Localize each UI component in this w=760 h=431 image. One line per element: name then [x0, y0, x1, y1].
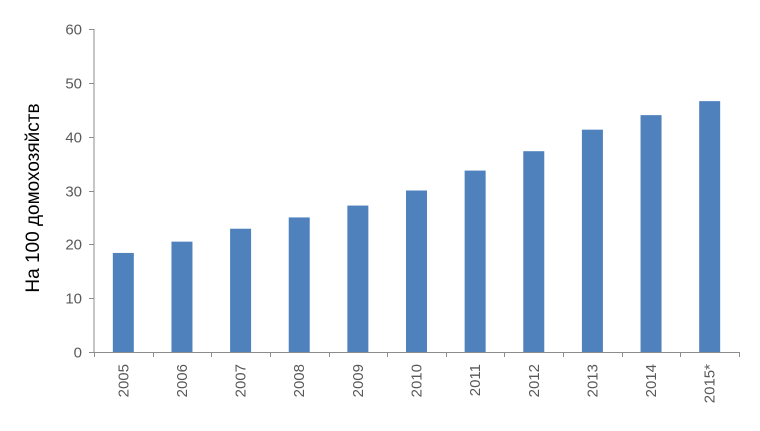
bar-2012	[523, 151, 545, 352]
bar-2015-star	[699, 101, 721, 353]
x-tick-label: 2005	[115, 364, 132, 397]
x-tick-label: 2007	[233, 364, 250, 397]
x-tick-label: 2009	[350, 364, 367, 397]
y-tick-label: 40	[65, 130, 82, 147]
bar-2008	[288, 217, 310, 352]
x-tick-label: 2011	[467, 364, 484, 396]
bar-2013	[581, 129, 603, 352]
y-tick-label: 10	[65, 291, 82, 308]
bars	[112, 101, 721, 353]
x-tick-label: 2013	[584, 364, 601, 397]
bar-2009	[347, 205, 369, 352]
y-tick-label: 50	[65, 76, 82, 93]
y-axis: 0 10 20 30 40 50 60	[65, 22, 95, 362]
y-tick-label: 20	[65, 237, 82, 254]
x-axis: 2005 2006 2007 2008 2009 2010 2011 2012 2013 2014…	[94, 352, 740, 403]
bar-2010	[406, 190, 427, 352]
x-tick-label: 2010	[409, 364, 426, 397]
x-tick-label: 2012	[526, 364, 543, 397]
x-tick-label: 2006	[174, 364, 191, 397]
bar-2005	[112, 252, 134, 352]
x-tick-label: 2015*	[702, 364, 719, 403]
y-tick-label: 0	[74, 345, 82, 362]
x-tick-label: 2014	[643, 364, 660, 397]
bar-2006	[171, 241, 193, 352]
y-tick-label: 60	[65, 22, 82, 39]
bar-2014	[640, 115, 662, 352]
bar-2011	[464, 170, 486, 352]
y-tick-label: 30	[65, 184, 82, 201]
x-tick-label: 2008	[291, 364, 308, 397]
bar-2007	[230, 228, 252, 352]
y-axis-title: На 100 домохозяйств	[23, 103, 44, 292]
